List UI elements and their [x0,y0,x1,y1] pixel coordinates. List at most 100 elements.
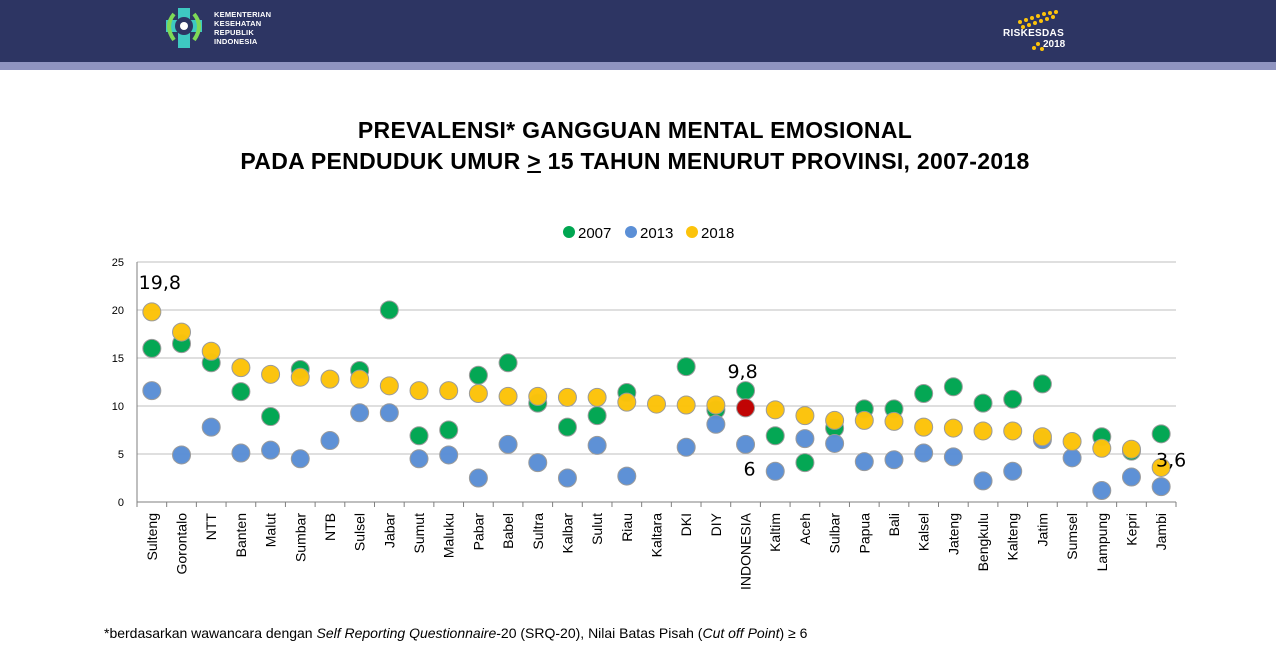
x-category-label: Bengkulu [975,513,991,571]
point-2018 [795,406,815,426]
point-2007 [765,426,785,446]
point-2013 [1062,448,1082,468]
point-2018 [884,411,904,431]
point-2007 [379,300,399,320]
point-2013 [914,443,934,463]
x-category-label: Sultra [530,513,546,550]
point-2018 [854,410,874,430]
x-category-label: Aceh [797,513,813,545]
point-2013 [884,450,904,470]
point-2007 [587,406,607,426]
legend-label-2013: 2013 [640,225,673,242]
point-2018 [439,381,459,401]
point-2013 [1092,480,1112,500]
footnote-mid: -20 (SRQ-20), Nilai Batas Pisah ( [496,625,703,641]
x-category-label: NTT [203,513,219,541]
point-2007 [1032,374,1052,394]
prevalence-chart: 0 5 10 15 20 25 Sulteng Gorontalo NTT Banten Malut… [112,225,1187,590]
point-2013 [736,434,756,454]
x-category-label: Kalteng [1005,513,1021,560]
x-category-label: Sumbar [292,513,308,562]
footnote-pre: *berdasarkan wawancara dengan [104,625,317,641]
point-2013 [439,445,459,465]
x-category-label: Papua [856,513,872,554]
x-category-label: Sulut [589,513,605,545]
point-2018 [587,387,607,407]
point-2013 [261,440,281,460]
point-2018 [201,341,221,361]
point-2007 [676,357,696,377]
x-category-label: Sumsel [1064,513,1080,560]
point-2018 [231,358,251,378]
point-2018 [706,395,726,415]
title-line-1: PREVALENSI* GANGGUAN MENTAL EMOSIONAL [357,117,913,143]
footnote: *berdasarkan wawancara dengan Self Repor… [104,625,807,641]
header-stripe [0,62,1276,70]
x-category-label: Kalbar [559,513,575,554]
x-category-label: DKI [678,513,694,536]
x-category-label: Sulbar [827,513,843,554]
point-2018 [973,421,993,441]
point-2018 [617,392,637,412]
point-2018 [142,302,162,322]
x-category-label: Riau [619,513,635,542]
point-2018 [825,410,845,430]
point-2018 [1003,421,1023,441]
legend-label-2018: 2018 [701,225,734,242]
point-2007 [973,393,993,413]
title-ge-symbol: > [527,148,541,174]
point-2013 [350,403,370,423]
x-category-label: Jambi [1153,513,1169,550]
point-2013 [498,434,518,454]
point-2013 [973,471,993,491]
x-category-label: Lampung [1094,513,1110,571]
ministry-line: KEMENTERIAN [214,10,272,19]
header-bar: KEMENTERIAN KESEHATAN REPUBLIK INDONESIA… [0,0,1276,62]
x-category-label: Jatim [1034,513,1050,546]
point-2018 [1032,427,1052,447]
ministry-line: REPUBLIK [214,28,254,37]
data-label: 19,8 [139,272,181,294]
point-2018 [468,384,488,404]
point-2007 [468,365,488,385]
x-category-label: NTB [322,513,338,541]
x-category-label: Gorontalo [174,513,190,575]
point-2013 [765,461,785,481]
x-category-label: Kalsel [916,513,932,551]
point-2013 [825,433,845,453]
point-2018 [528,386,548,406]
point-2013 [320,431,340,451]
point-2018 [1151,457,1171,477]
point-2007 [795,453,815,473]
point-2007 [1151,424,1171,444]
point-2013 [231,443,251,463]
point-2018 [261,364,281,384]
point-2018 [1062,432,1082,452]
point-2018 [290,367,310,387]
point-2013 [172,445,192,465]
ministry-line: KESEHATAN [214,19,262,28]
x-category-label: Sulteng [144,513,160,560]
point-2013 [676,437,696,457]
point-2007 [914,384,934,404]
y-tick-label: 10 [112,401,124,413]
point-2007 [557,417,577,437]
point-2018 [676,395,696,415]
point-2013 [1151,477,1171,497]
y-tick-label: 20 [112,305,124,317]
data-label: 6 [744,458,756,480]
x-category-label: Banten [233,513,249,557]
point-2018 [914,417,934,437]
x-category-label: Pabar [470,513,486,551]
point-2018 [409,381,429,401]
point-2013 [1003,461,1023,481]
point-2007 [1003,389,1023,409]
point-2018 [765,400,785,420]
data-label: 9,8 [727,361,757,383]
legend-label-2007: 2007 [578,225,611,242]
x-category-label: INDONESIA [738,512,754,590]
point-2018 [379,376,399,396]
riskesdas-year: 2018 [1043,39,1066,50]
point-2018 [1121,439,1141,459]
point-2013 [795,429,815,449]
